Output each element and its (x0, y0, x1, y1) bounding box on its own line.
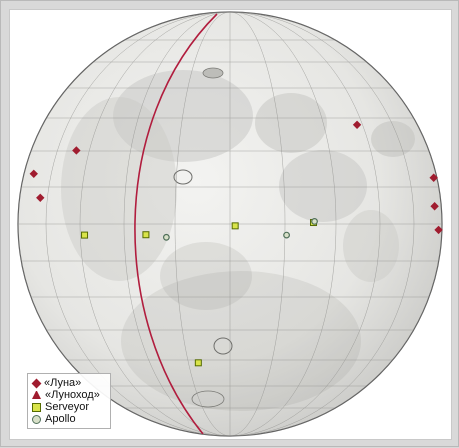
mare-crisium (371, 121, 415, 157)
surveyor-square-icon (32, 402, 41, 412)
tycho-crater (213, 337, 233, 355)
apollo-site-marker (283, 231, 290, 239)
luna-site-marker (429, 173, 438, 182)
oceanus-procellarum (61, 97, 177, 281)
landing-sites (29, 120, 443, 367)
mare-fecunditatis (343, 210, 399, 282)
plato-crater (202, 67, 224, 79)
surveyor-site-marker (142, 231, 150, 239)
luna-site-marker (434, 225, 443, 235)
lunokhod-triangle-icon (32, 391, 41, 399)
surveyor-site-marker (231, 222, 239, 230)
lunar-relief (18, 12, 442, 436)
mare-imbrium (113, 70, 253, 162)
mare-nubium (160, 242, 252, 310)
legend-label-surveyor: Serveyor (45, 401, 90, 413)
apollo-site-marker (162, 233, 170, 241)
luna-site-marker (36, 193, 45, 202)
map-legend: «Луна» «Луноход» Serveyor Apollo (27, 373, 111, 429)
legend-label-apollo: Apollo (45, 413, 76, 425)
apollo-site-marker (311, 218, 318, 225)
luna-site-marker (72, 146, 81, 155)
mare-tranquillitatis (279, 150, 367, 222)
graticule (18, 12, 442, 436)
prime-meridian-line (134, 13, 218, 435)
legend-item-lunokhod: «Луноход» (32, 389, 106, 401)
legend-item-luna: «Луна» (31, 377, 106, 389)
luna-site-marker (29, 169, 38, 178)
luna-site-marker (430, 202, 439, 211)
luna-diamond-icon (31, 378, 42, 388)
apollo-circle-icon (32, 414, 41, 424)
southern-highlands (121, 271, 361, 411)
legend-label-lunokhod: «Луноход» (45, 389, 100, 401)
clavius-crater (191, 390, 225, 408)
legend-label-luna: «Луна» (44, 377, 82, 389)
legend-item-surveyor: Serveyor (32, 401, 106, 413)
copernicus-crater (173, 169, 193, 185)
mare-serenitatis (255, 93, 327, 153)
luna-site-marker (352, 120, 362, 129)
surveyor-site-marker (81, 231, 89, 239)
surveyor-site-marker (194, 359, 202, 367)
legend-item-apollo: Apollo (32, 413, 106, 425)
